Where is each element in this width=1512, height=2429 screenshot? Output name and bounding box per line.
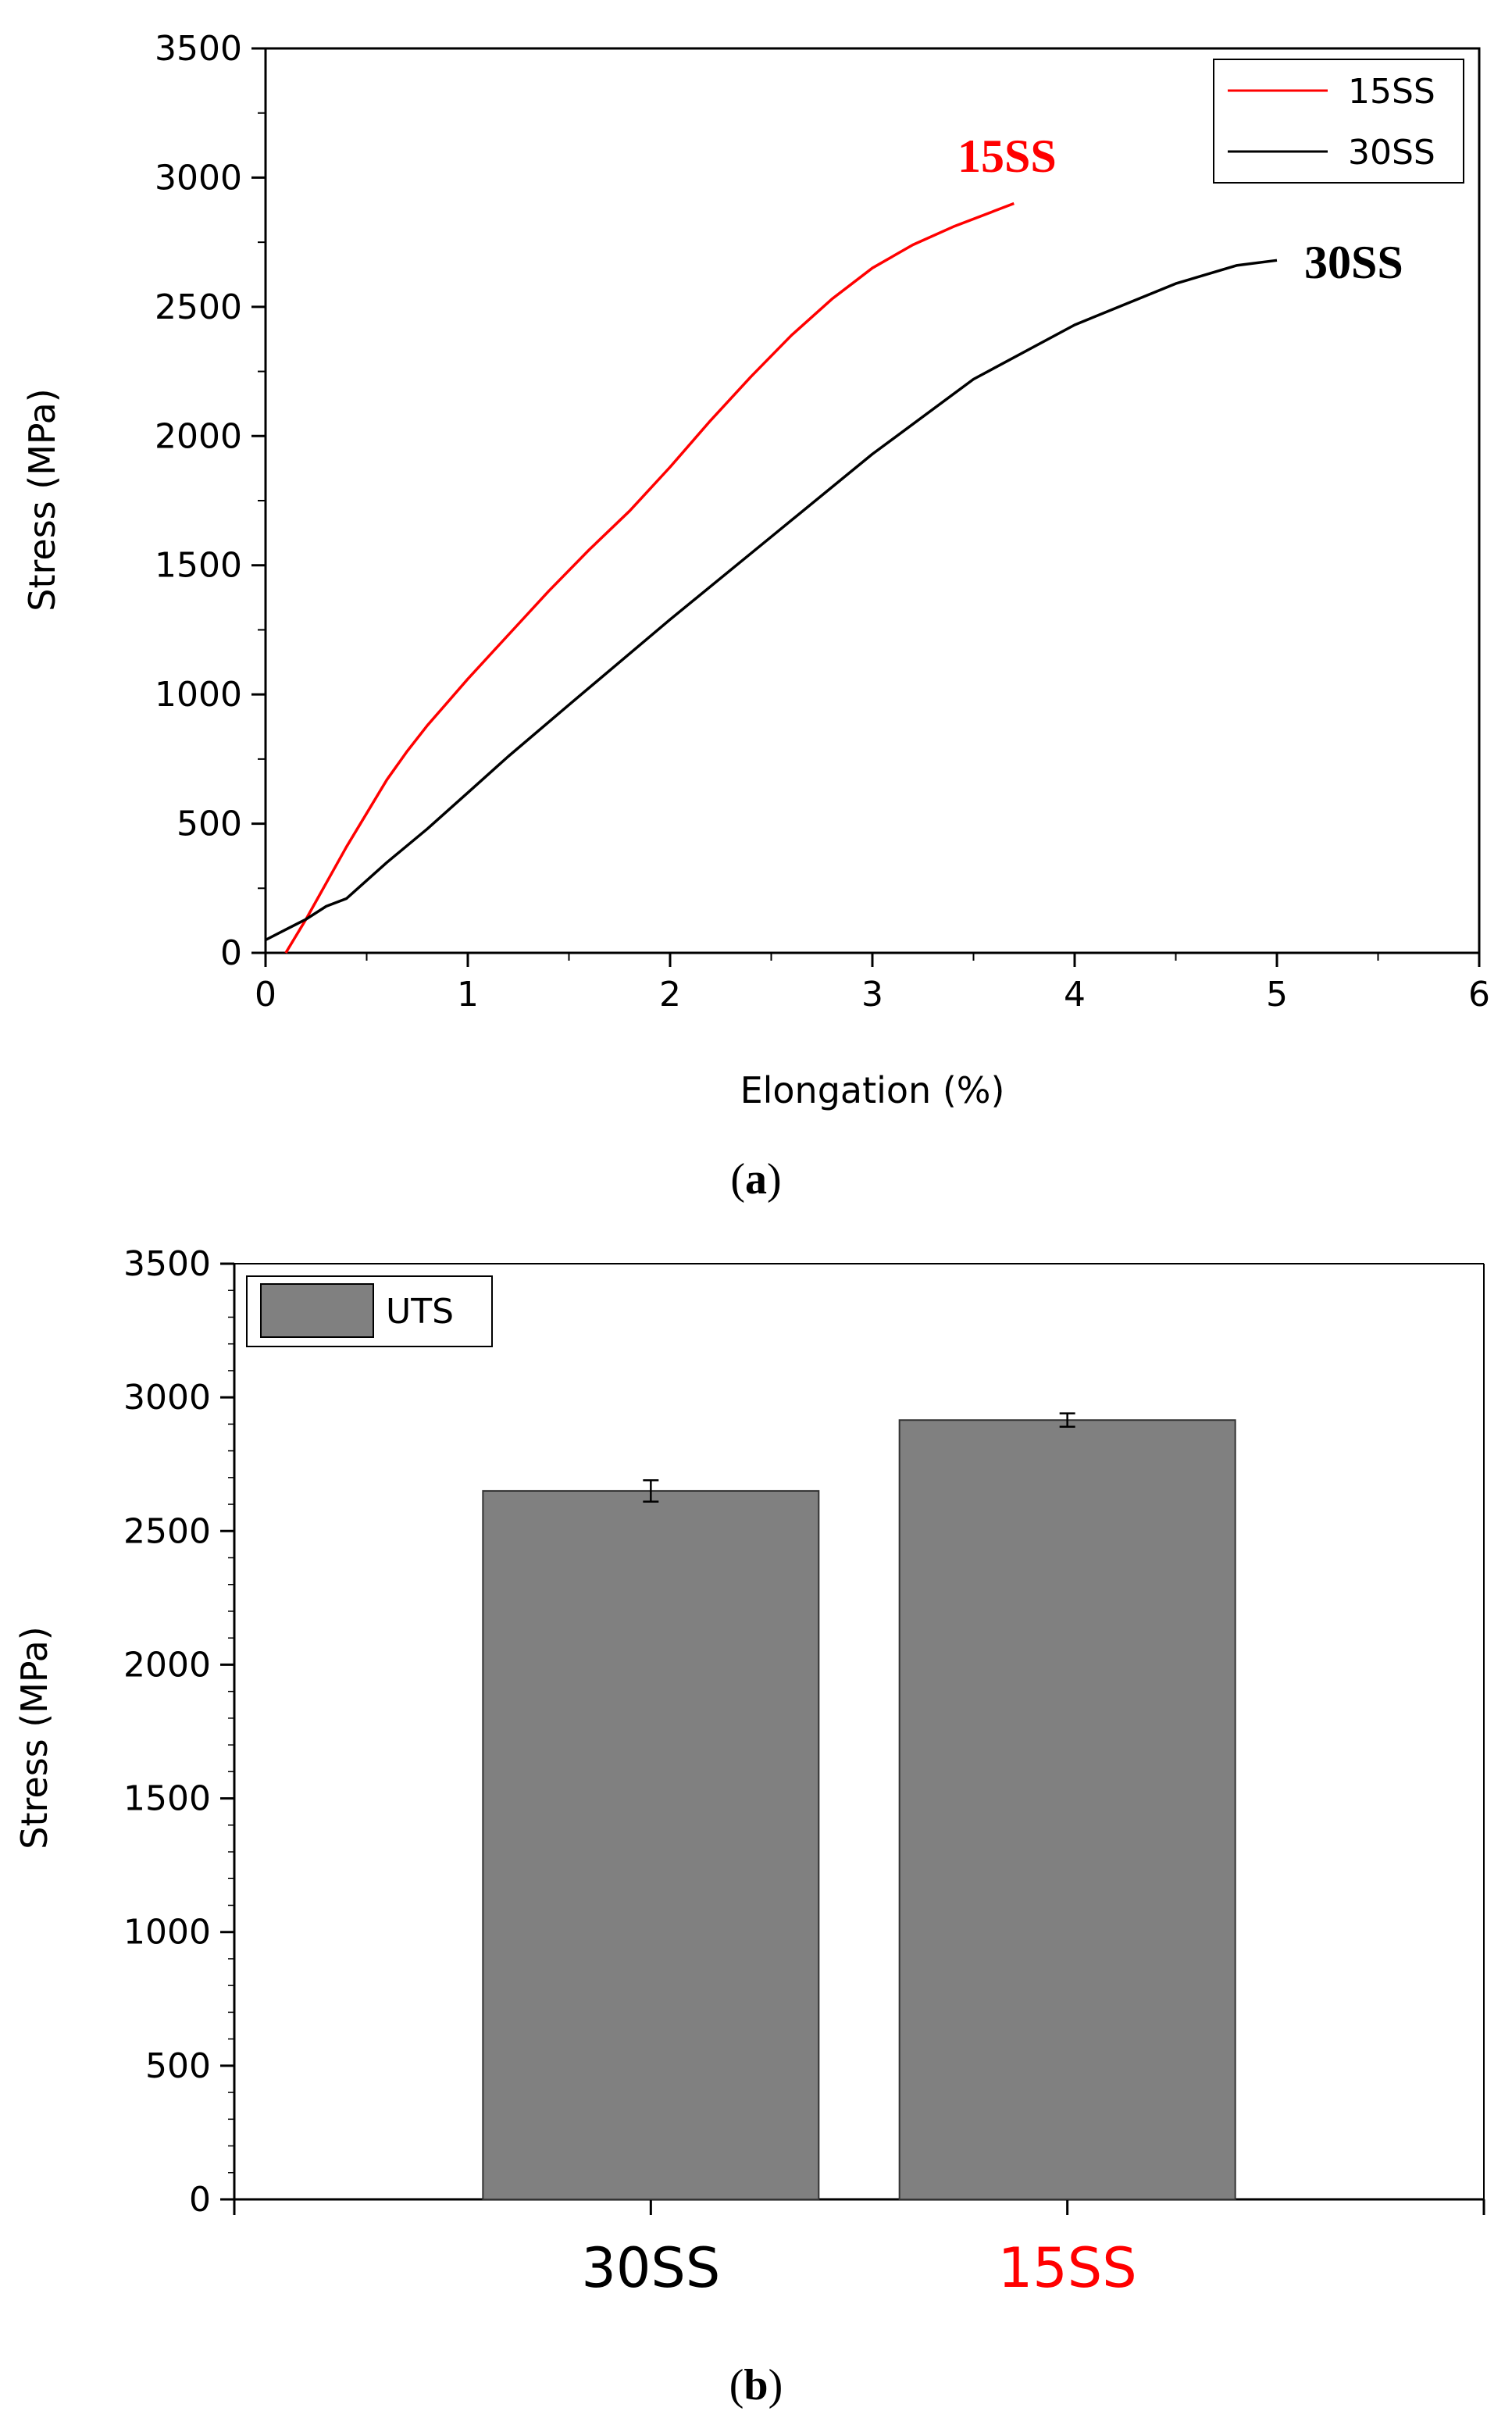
legend-label-15ss: 15SS — [1348, 72, 1435, 112]
bar-15ss — [898, 1419, 1236, 2201]
annotation-30ss: 30SS — [1304, 237, 1403, 288]
legend-box — [1213, 59, 1464, 184]
y-tick-label: 2000 — [155, 416, 242, 456]
y-tick-label: 1500 — [155, 546, 242, 586]
series-line-15ss — [284, 202, 1015, 954]
category-label-30ss: 30SS — [581, 2236, 720, 2300]
y-tick-label: 3500 — [155, 29, 242, 69]
panel-a: 0 1 2 3 4 5 6 0 500 1000 1500 2000 2500 3000 3500 15SS… — [21, 29, 1490, 1204]
y-tick-label: 1000 — [155, 675, 242, 715]
panel-a-series — [265, 202, 1278, 954]
y-tick-label: 500 — [177, 804, 242, 844]
x-tick-label: 2 — [659, 975, 681, 1015]
y-tick-label: 3500 — [123, 1244, 211, 1284]
legend-label-30ss: 30SS — [1348, 133, 1435, 173]
y-tick-label: 3000 — [155, 158, 242, 198]
x-tick-label: 6 — [1468, 975, 1490, 1015]
panel-a-axes: 0 1 2 3 4 5 6 0 500 1000 1500 2000 2500 3000 3500 — [155, 29, 1490, 1015]
panel-b-axes: 0 500 1000 1500 2000 2500 3000 3500 30SS 15SS — [123, 1244, 1485, 2300]
y-tick-label: 1500 — [123, 1779, 211, 1819]
caption-b-letter: b — [744, 2361, 768, 2409]
x-tick-label: 3 — [861, 975, 883, 1015]
panel-b-ylabel: Stress (MPa) — [13, 1626, 55, 1849]
bar-30ss — [482, 1489, 820, 2200]
panel-a-xlabel: Elongation (%) — [740, 1069, 1005, 1111]
panel-b-bars — [482, 1412, 1236, 2201]
category-label-15ss: 15SS — [998, 2236, 1137, 2300]
y-tick-label: 2500 — [155, 287, 242, 327]
x-tick-label: 0 — [255, 975, 276, 1015]
y-tick-label: 2500 — [123, 1511, 211, 1551]
x-tick-label: 1 — [457, 975, 479, 1015]
legend-label-uts: UTS — [386, 1292, 454, 1332]
legend-swatch-uts — [260, 1283, 374, 1338]
y-tick-label: 0 — [220, 933, 242, 973]
panel-a-ylabel: Stress (MPa) — [21, 388, 63, 611]
caption-a: (a) — [730, 1155, 781, 1204]
x-tick-label: 5 — [1266, 975, 1288, 1015]
caption-b: (b) — [729, 2361, 783, 2409]
series-line-30ss — [265, 259, 1278, 942]
x-tick-label: 4 — [1064, 975, 1086, 1015]
y-tick-label: 500 — [145, 2046, 211, 2086]
annotation-15ss: 15SS — [957, 130, 1057, 182]
y-tick-label: 1000 — [123, 1913, 211, 1953]
y-tick-label: 2000 — [123, 1645, 211, 1685]
panel-a-frame — [264, 47, 1481, 954]
panel-b: 0 500 1000 1500 2000 2500 3000 3500 30SS 15SS UTS… — [13, 1244, 1485, 2409]
y-tick-label: 0 — [189, 2180, 211, 2220]
caption-a-letter: a — [745, 1155, 767, 1204]
panel-a-legend: 15SS 30SS — [1213, 59, 1464, 184]
y-tick-label: 3000 — [123, 1378, 211, 1418]
panel-b-legend: UTS — [246, 1275, 493, 1347]
